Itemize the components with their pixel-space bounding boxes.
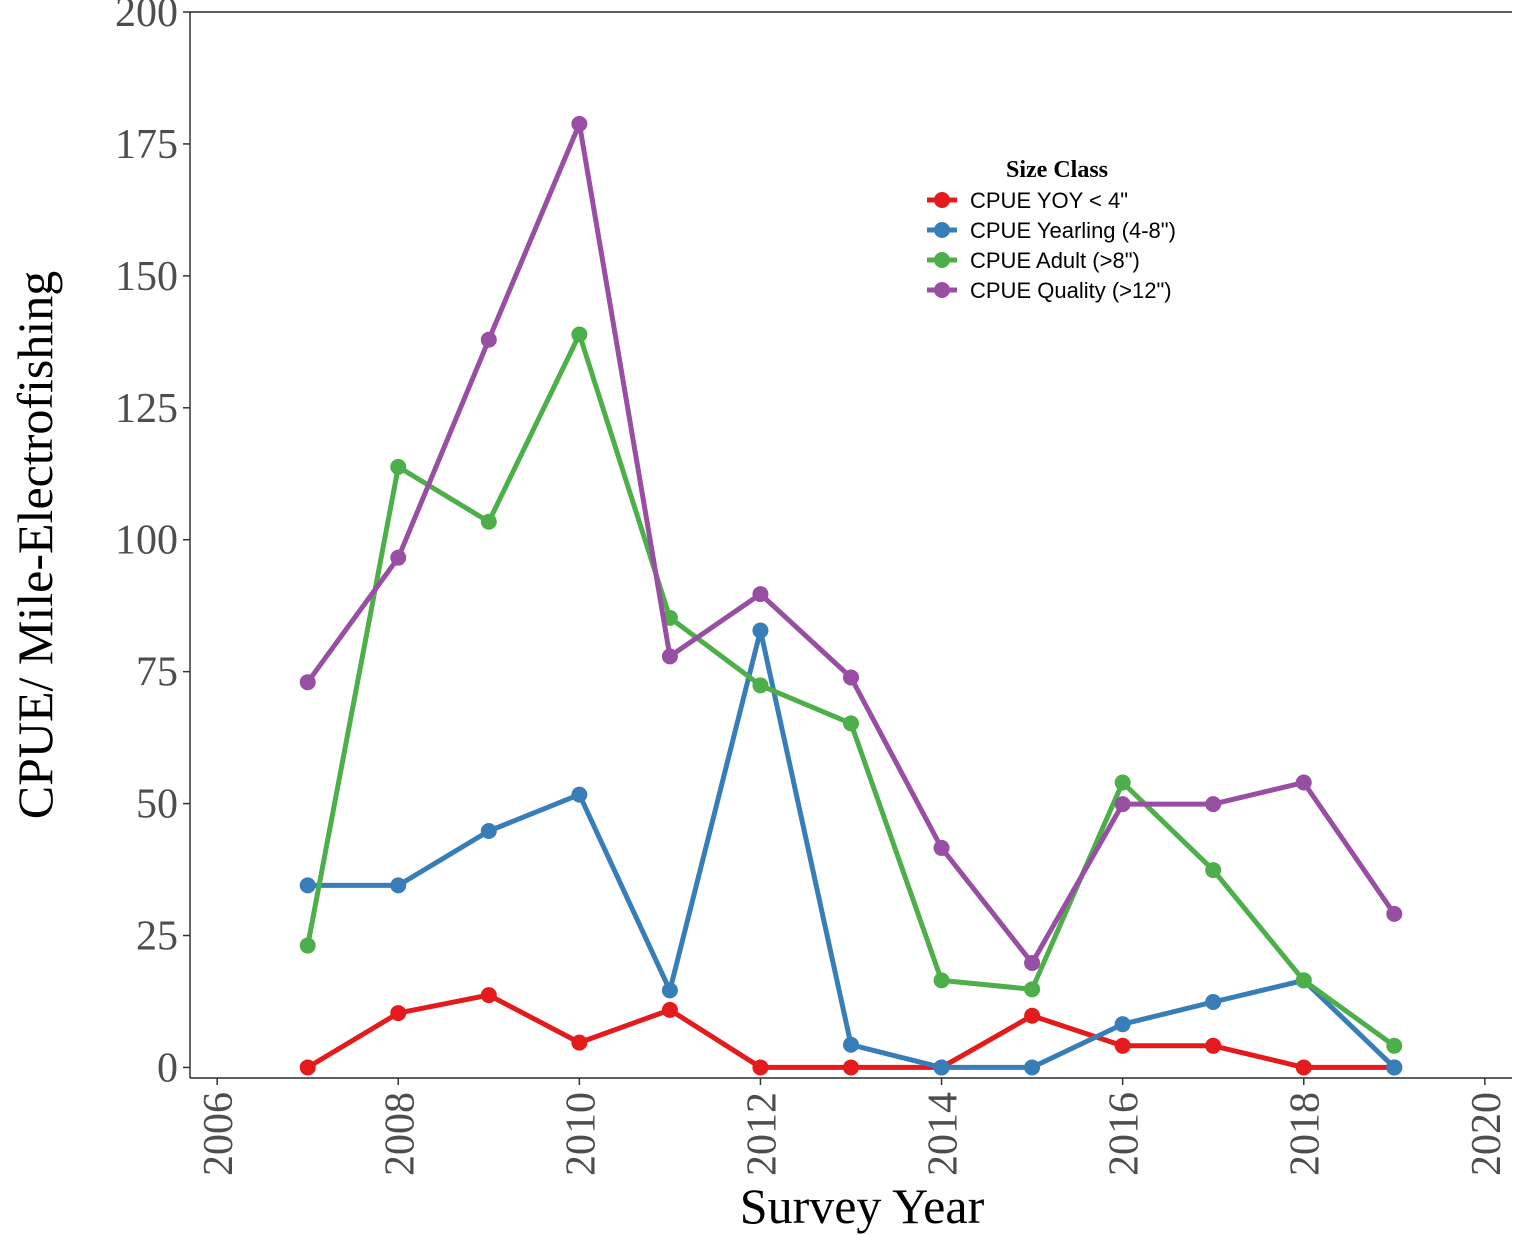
data-point [843, 1059, 859, 1076]
y-tick-label: 25 [136, 914, 178, 960]
legend-label: CPUE Quality (>12") [970, 278, 1172, 303]
legend-item: CPUE Quality (>12") [927, 278, 1172, 303]
data-point [1114, 796, 1131, 813]
series-line [305, 331, 1397, 1049]
data-point [390, 458, 407, 475]
x-axis-title: Survey Year [740, 1178, 985, 1234]
y-tick-label: 50 [136, 782, 178, 828]
x-tick-label: 2008 [377, 1092, 423, 1176]
x-tick-label: 2012 [739, 1092, 785, 1176]
legend-item: CPUE Adult (>8") [927, 248, 1140, 273]
x-tick-label: 2020 [1464, 1092, 1510, 1176]
data-point [752, 677, 769, 694]
y-tick-label: 75 [136, 650, 178, 696]
y-ticks: 0 25 50 75 100 125 150 175 200 [115, 0, 190, 1091]
data-point [661, 1001, 678, 1018]
data-point [390, 549, 407, 566]
data-point [1024, 954, 1041, 971]
data-point [933, 1059, 950, 1076]
legend-label: CPUE Adult (>8") [970, 248, 1140, 273]
data-point [1114, 1016, 1131, 1033]
data-point [1295, 1059, 1312, 1076]
data-point [1205, 862, 1222, 879]
legend-items: CPUE YOY < 4" CPUE Yearling (4-8") CPUE Ad… [927, 188, 1176, 303]
data-point [1205, 994, 1222, 1011]
legend-point-key [934, 192, 950, 208]
data-point [843, 715, 859, 732]
x-tick-label: 2006 [196, 1092, 242, 1176]
legend-label: CPUE YOY < 4" [970, 188, 1128, 213]
data-point [933, 839, 950, 856]
x-tick-label: 2010 [558, 1092, 604, 1176]
y-tick-label: 200 [115, 0, 178, 36]
data-point [390, 877, 407, 894]
data-point [1205, 1037, 1222, 1054]
legend-point-key [934, 222, 950, 238]
y-tick-label: 0 [157, 1045, 178, 1091]
data-point [752, 586, 769, 603]
data-point [571, 786, 588, 803]
data-point [480, 513, 497, 530]
series-line [305, 628, 1397, 1070]
data-point [1114, 774, 1131, 791]
data-point [480, 823, 497, 840]
x-tick-label: 2016 [1102, 1092, 1148, 1176]
series-line [305, 992, 1397, 1070]
series-1 [299, 622, 1403, 1076]
y-tick-label: 175 [115, 122, 178, 168]
data-point [480, 331, 497, 348]
data-point [390, 1005, 407, 1022]
series-0 [299, 987, 1403, 1076]
data-point [843, 1036, 859, 1053]
x-tick-label: 2014 [921, 1092, 967, 1176]
data-point [661, 648, 678, 665]
data-point [1024, 981, 1041, 998]
legend: Size Class CPUE YOY < 4" CPUE Yearling (4… [927, 157, 1176, 303]
data-point [480, 987, 497, 1004]
data-point [1386, 1037, 1403, 1054]
data-point [571, 326, 588, 343]
data-point [752, 1059, 769, 1076]
legend-point-key [934, 252, 950, 268]
data-point [1295, 774, 1312, 791]
data-point [1295, 972, 1312, 989]
series-line [305, 121, 1397, 966]
data-point [1114, 1037, 1131, 1054]
data-point [571, 115, 588, 132]
y-axis-title: CPUE/ Mile-Electrofishing [7, 271, 63, 820]
series-layer [299, 115, 1403, 1076]
series-3 [299, 115, 1403, 971]
y-tick-label: 150 [115, 254, 178, 300]
data-point [299, 1059, 316, 1076]
data-point [752, 622, 769, 639]
data-point [661, 982, 678, 999]
data-point [299, 877, 316, 894]
x-tick-label: 2018 [1283, 1092, 1329, 1176]
x-ticks: 2006 2008 2010 2012 2014 2016 2018 2020 [196, 1078, 1510, 1176]
data-point [299, 674, 316, 691]
data-point [843, 669, 859, 686]
data-point [571, 1034, 588, 1051]
axes [189, 11, 1512, 1079]
data-point [299, 937, 316, 954]
data-point [1024, 1007, 1041, 1024]
legend-label: CPUE Yearling (4-8") [970, 218, 1176, 243]
y-tick-label: 100 [115, 518, 178, 564]
legend-title: Size Class [1006, 157, 1108, 183]
legend-item: CPUE YOY < 4" [927, 188, 1128, 213]
legend-point-key [934, 282, 950, 298]
data-point [1024, 1059, 1041, 1076]
legend-item: CPUE Yearling (4-8") [927, 218, 1176, 243]
y-tick-label: 125 [115, 386, 178, 432]
data-point [1386, 1059, 1403, 1076]
series-2 [299, 326, 1403, 1054]
data-point [1386, 905, 1403, 922]
data-point [1205, 796, 1222, 813]
data-point [933, 972, 950, 989]
